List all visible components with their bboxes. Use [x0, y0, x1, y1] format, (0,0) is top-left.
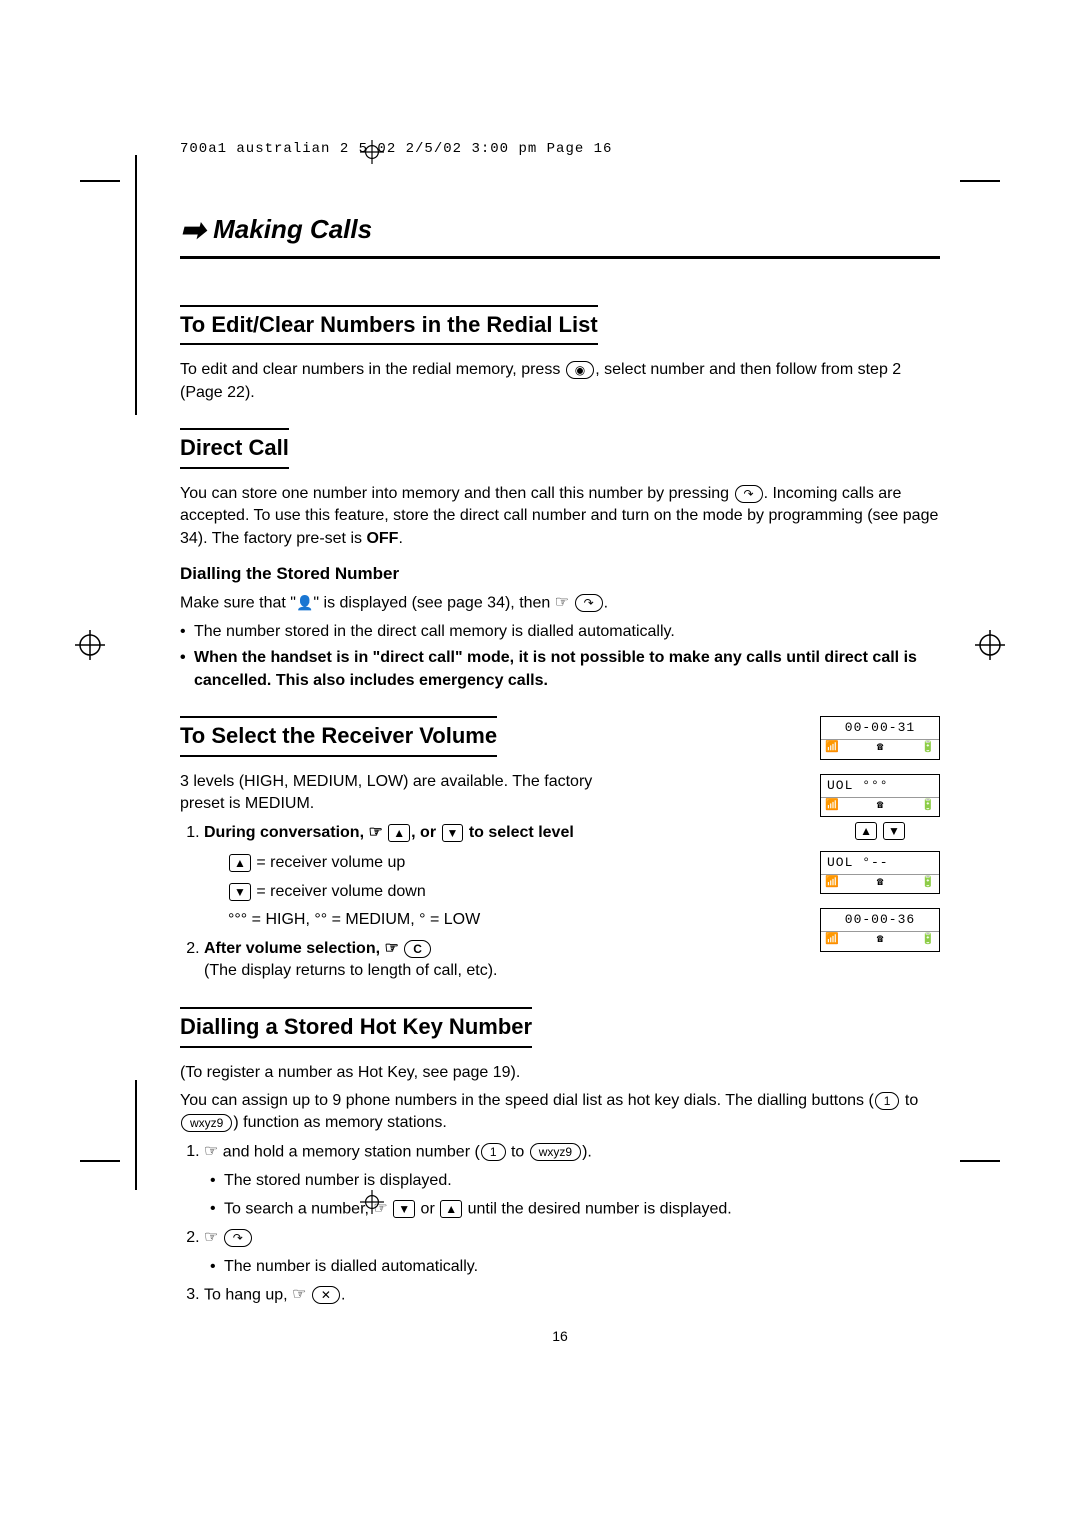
key-9-icon: wxyz9 — [530, 1143, 581, 1161]
volume-step-2: After volume selection, ☞ C (The display… — [204, 938, 640, 983]
direct-call-body: You can store one number into memory and… — [180, 483, 940, 550]
antenna-icon: 📶 — [825, 741, 839, 756]
battery-icon: 🔋 — [921, 741, 935, 756]
down-key-icon: ▼ — [442, 824, 464, 842]
hotkey-step-2: ☞ ↷ The number is dialled automatically. — [204, 1227, 940, 1278]
crop-mark — [960, 1160, 1000, 1162]
antenna-icon: 📶 — [825, 799, 839, 814]
hotkey-step-1: ☞ and hold a memory station number (1 to… — [204, 1141, 940, 1221]
up-key-icon: ▲ — [388, 824, 410, 842]
lcd-display-3: UOL °-- 📶☎🔋 — [820, 851, 940, 895]
page-title: ➡ Making Calls — [180, 210, 940, 259]
battery-icon: 🔋 — [921, 799, 935, 814]
volume-step-1: During conversation, ☞ ▲, or ▼ to select… — [204, 822, 640, 932]
sub-dialling-stored: Dialling the Stored Number — [180, 562, 940, 586]
antenna-icon: 📶 — [825, 876, 839, 891]
hotkey-step1-sub2: To search a number, ☞ ▼ or ▲ until the d… — [210, 1198, 940, 1221]
lcd-display-2: UOL °°° 📶☎🔋 — [820, 774, 940, 818]
handset-icon: ☎ — [877, 799, 884, 814]
up-key-icon: ▲ — [440, 1200, 462, 1218]
talk-key-icon: ↷ — [224, 1229, 252, 1247]
hand-icon: ☞ — [292, 1284, 306, 1306]
title-text: Making Calls — [213, 213, 372, 243]
key-1-icon: 1 — [481, 1143, 506, 1161]
lcd-display-4: 00-00-36 📶☎🔋 — [820, 908, 940, 952]
make-sure-line: Make sure that "👤" is displayed (see pag… — [180, 592, 940, 615]
lcd-display-1: 00-00-31 📶☎🔋 — [820, 716, 940, 760]
talk-key-icon: ↷ — [735, 485, 763, 503]
print-header: 700a1 australian 2 5 02 2/5/02 3:00 pm P… — [180, 140, 940, 160]
section-volume: To Select the Receiver Volume — [180, 716, 497, 757]
hand-icon: ☞ — [555, 592, 569, 614]
hand-icon: ☞ — [368, 822, 382, 844]
section-hotkey: Dialling a Stored Hot Key Number — [180, 1007, 532, 1048]
key-1-icon: 1 — [875, 1092, 900, 1110]
page-number: 16 — [180, 1327, 940, 1347]
crop-mark — [80, 180, 120, 182]
hotkey-step2-sub: The number is dialled automatically. — [210, 1256, 940, 1278]
hand-icon: ☞ — [204, 1227, 218, 1249]
up-key-icon: ▲ — [855, 822, 877, 840]
hotkey-step-3: To hang up, ☞ ✕. — [204, 1284, 940, 1307]
person-icon: 👤 — [296, 594, 313, 610]
volume-intro: 3 levels (HIGH, MEDIUM, LOW) are availab… — [180, 771, 640, 816]
down-key-icon: ▼ — [229, 883, 251, 901]
handset-icon: ☎ — [877, 933, 884, 948]
hotkey-step1-sub1: The stored number is displayed. — [210, 1170, 940, 1192]
hand-icon: ☞ — [204, 1141, 218, 1163]
hand-icon: ☞ — [373, 1198, 387, 1220]
edit-clear-body: To edit and clear numbers in the redial … — [180, 359, 940, 404]
trim-line — [135, 1080, 137, 1190]
direct-call-bullet-2: When the handset is in "direct call" mod… — [180, 647, 940, 692]
registration-mark-icon — [975, 630, 1005, 660]
end-key-icon: ✕ — [312, 1286, 340, 1304]
direct-call-bullet-1: The number stored in the direct call mem… — [180, 621, 940, 643]
talk-key-icon: ↷ — [575, 594, 603, 612]
arrow-icon: ➡ — [180, 210, 205, 252]
vol-up-line: ▲ = receiver volume up — [228, 852, 640, 874]
battery-icon: 🔋 — [921, 876, 935, 891]
vol-down-line: ▼ = receiver volume down — [228, 881, 640, 903]
handset-icon: ☎ — [877, 741, 884, 756]
key-9-icon: wxyz9 — [181, 1114, 232, 1132]
hotkey-intro1: (To register a number as Hot Key, see pa… — [180, 1062, 940, 1084]
registration-mark-icon — [75, 630, 105, 660]
hotkey-intro2: You can assign up to 9 phone numbers in … — [180, 1090, 940, 1135]
section-direct-call: Direct Call — [180, 428, 289, 469]
antenna-icon: 📶 — [825, 933, 839, 948]
vol-levels-line: °°° = HIGH, °° = MEDIUM, ° = LOW — [228, 909, 640, 931]
crop-mark — [960, 180, 1000, 182]
down-key-icon: ▼ — [393, 1200, 415, 1218]
c-key-icon: C — [404, 940, 431, 958]
battery-icon: 🔋 — [921, 933, 935, 948]
redial-key-icon: ◉ — [566, 361, 594, 379]
crop-mark — [80, 1160, 120, 1162]
down-key-icon: ▼ — [883, 822, 905, 840]
up-key-icon: ▲ — [229, 854, 251, 872]
handset-icon: ☎ — [877, 876, 884, 891]
trim-line — [135, 155, 137, 415]
section-edit-clear: To Edit/Clear Numbers in the Redial List — [180, 305, 598, 346]
hand-icon: ☞ — [385, 938, 399, 960]
lcd-arrow-keys: ▲ ▼ — [820, 821, 940, 841]
